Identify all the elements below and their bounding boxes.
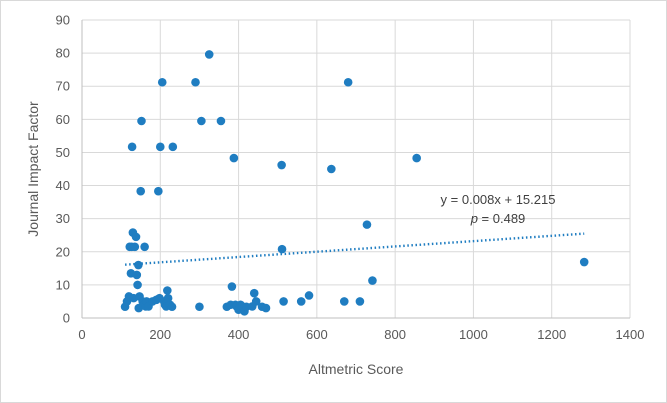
data-point [261,303,271,313]
data-point [191,77,200,87]
x-tick-label: 1200 [537,327,566,342]
data-point [195,302,204,312]
tick-labels: 0 200 400 600 800 1000 1200 1400 0 10 20 30 40 50 60 70… [56,13,645,343]
data-point [137,116,146,126]
data-point [229,153,239,163]
trendline-equation: y = 0.008x + 15.215 [441,192,556,207]
p-value-symbol: p [470,211,478,226]
data-point [343,77,353,87]
axes [81,20,630,319]
p-value-text: = 0.489 [482,211,526,226]
data-point [132,270,142,280]
data-point [168,142,178,152]
data-point [249,288,259,298]
trendline-layer [124,232,585,266]
data-point [251,297,261,306]
data-point [412,153,421,163]
x-tick-label: 0 [78,327,85,342]
data-point [204,50,214,59]
y-tick-label: 10 [56,277,70,292]
data-point [131,232,141,242]
y-tick-label: 40 [56,178,70,193]
data-point [167,302,177,312]
data-point [154,186,163,196]
y-tick-label: 0 [63,311,70,326]
data-point [277,160,286,170]
data-point [327,164,336,174]
y-axis-title: Journal Impact Factor [25,101,41,237]
p-value-annotation: p = 0.489 [470,211,526,226]
y-tick-label: 70 [56,79,70,94]
data-point [127,142,137,152]
y-tick-label: 50 [56,145,70,160]
data-point [197,116,206,126]
data-point [163,286,172,295]
data-point [163,293,173,303]
data-point [216,116,226,126]
x-tick-label: 1000 [459,327,488,342]
trendline [124,232,585,266]
data-point [136,186,146,196]
data-point [130,242,140,252]
data-point [227,282,237,291]
x-tick-label: 1400 [616,327,645,342]
data-point [279,297,288,306]
data-point [339,297,349,306]
data-point [140,242,149,252]
data-point [134,260,143,270]
data-point [355,297,365,306]
y-tick-label: 30 [56,211,70,226]
data-point [304,291,314,300]
data-point [155,142,165,152]
data-point [368,276,377,285]
y-tick-label: 20 [56,244,70,259]
data-points [120,50,589,316]
data-point [362,220,372,229]
x-tick-label: 200 [149,327,171,342]
data-point [157,77,167,87]
x-axis-title: Altmetric Score [309,361,404,377]
y-tick-label: 60 [56,112,70,127]
data-point [277,244,287,254]
x-tick-label: 800 [384,327,406,342]
y-tick-label: 80 [56,46,70,61]
gridlines [82,19,631,318]
x-tick-label: 600 [306,327,328,342]
data-point [296,297,306,306]
data-point [579,257,589,267]
data-point [133,280,142,290]
x-tick-label: 400 [228,327,250,342]
y-tick-label: 90 [56,13,70,28]
